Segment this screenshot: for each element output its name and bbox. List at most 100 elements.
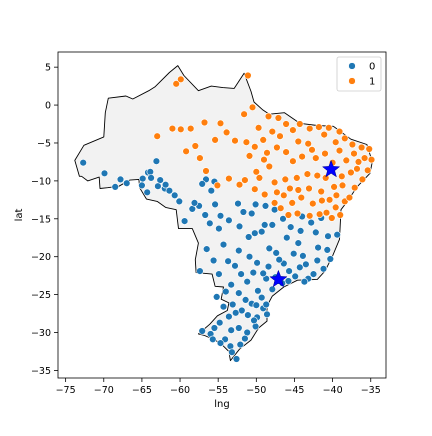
data-point-cluster-1: [342, 156, 350, 165]
data-point-cluster-0: [270, 206, 279, 214]
data-point-cluster-0: [241, 334, 249, 343]
data-point-cluster-1: [294, 186, 302, 194]
data-point-cluster-0: [234, 199, 242, 208]
data-point-cluster-1: [345, 193, 354, 202]
data-point-cluster-1: [202, 167, 210, 175]
data-point-cluster-0: [235, 246, 243, 255]
data-point-cluster-1: [354, 158, 363, 166]
data-point-cluster-1: [248, 103, 257, 112]
data-point-cluster-0: [225, 312, 233, 321]
data-point-cluster-0: [198, 327, 206, 335]
data-point-cluster-0: [210, 324, 219, 332]
legend-marker-1: [348, 77, 356, 85]
data-point-cluster-0: [216, 212, 225, 220]
data-point-cluster-1: [305, 184, 313, 193]
data-point-cluster-1: [231, 137, 239, 145]
data-point-cluster-0: [222, 287, 230, 296]
data-point-cluster-1: [289, 126, 297, 134]
data-point-cluster-0: [319, 265, 328, 273]
data-point-cluster-1: [351, 184, 359, 192]
data-point-cluster-0: [201, 211, 209, 219]
data-point-cluster-0: [249, 268, 258, 277]
data-point-cluster-0: [251, 322, 260, 331]
data-point-cluster-1: [213, 181, 222, 190]
data-point-cluster-1: [276, 132, 284, 140]
data-point-cluster-0: [196, 267, 204, 275]
data-point-cluster-0: [238, 306, 246, 315]
data-point-cluster-1: [306, 124, 314, 133]
y-tick-label: −35: [31, 366, 51, 377]
data-point-cluster-0: [326, 255, 334, 263]
data-point-cluster-0: [244, 311, 252, 319]
data-point-cluster-0: [139, 174, 147, 183]
data-point-cluster-0: [264, 262, 273, 271]
data-point-cluster-0: [215, 224, 223, 233]
data-point-cluster-1: [235, 181, 244, 189]
data-point-cluster-1: [281, 175, 289, 184]
data-point-cluster-1: [254, 124, 263, 132]
data-point-cluster-1: [225, 174, 233, 183]
plot-frame: [57, 51, 387, 379]
data-point-cluster-0: [143, 188, 151, 197]
data-point-cluster-1: [332, 138, 340, 146]
data-point-cluster-1: [284, 211, 293, 219]
data-point-cluster-0: [333, 231, 341, 239]
data-point-cluster-1: [191, 142, 200, 150]
x-tick-label: −50: [246, 385, 266, 396]
data-point-cluster-0: [290, 250, 298, 258]
data-point-cluster-1: [322, 174, 330, 182]
data-point-cluster-0: [250, 316, 258, 325]
data-point-cluster-0: [272, 249, 280, 257]
data-point-cluster-0: [268, 285, 276, 293]
data-point-cluster-1: [350, 149, 358, 158]
data-point-cluster-1: [298, 152, 306, 161]
data-point-cluster-0: [259, 269, 267, 278]
data-point-cluster-1: [321, 149, 329, 158]
data-point-cluster-0: [225, 216, 233, 225]
data-point-cluster-1: [308, 146, 316, 154]
data-point-cluster-1: [353, 165, 361, 173]
data-point-cluster-1: [303, 170, 312, 178]
data-point-cluster-1: [325, 124, 333, 132]
data-point-cluster-1: [177, 125, 185, 134]
x-axis-label: lng: [214, 399, 229, 410]
data-point-cluster-0: [299, 252, 307, 260]
data-point-cluster-1: [293, 174, 301, 182]
x-tick-label: −60: [170, 385, 190, 396]
data-point-cluster-0: [190, 199, 199, 207]
data-point-cluster-0: [312, 228, 320, 237]
data-point-cluster-1: [153, 132, 161, 140]
data-point-cluster-0: [235, 289, 243, 297]
x-tick-label: −40: [323, 385, 343, 396]
data-point-cluster-1: [260, 156, 268, 164]
data-point-cluster-1: [168, 124, 177, 133]
x-axis: −75 −70 −65 −60 −55 −50 −45 −40 −35: [56, 378, 381, 396]
data-point-cluster-0: [216, 319, 224, 327]
data-point-cluster-1: [222, 128, 231, 137]
data-point-cluster-1: [241, 176, 249, 184]
legend: 0 1: [336, 56, 382, 92]
data-point-cluster-0: [296, 263, 304, 271]
legend-box: [336, 56, 382, 92]
x-tick-label: −75: [56, 385, 76, 396]
data-point-cluster-1: [325, 196, 334, 204]
data-point-cluster-0: [279, 215, 287, 223]
data-point-cluster-1: [177, 75, 185, 84]
data-point-cluster-0: [211, 200, 219, 209]
data-point-cluster-0: [161, 181, 170, 189]
data-point-cluster-0: [283, 234, 291, 242]
data-point-cluster-1: [360, 154, 369, 162]
data-point-cluster-0: [232, 309, 240, 317]
data-point-cluster-0: [235, 222, 244, 231]
y-tick-label: 0: [45, 101, 51, 112]
y-tick-label: −10: [31, 176, 51, 187]
data-point-cluster-0: [324, 232, 332, 240]
data-point-cluster-0: [229, 300, 237, 309]
data-point-cluster-1: [282, 120, 290, 128]
data-point-cluster-0: [147, 174, 155, 182]
data-point-cluster-0: [258, 293, 266, 302]
data-point-cluster-1: [297, 193, 305, 202]
data-point-cluster-1: [293, 209, 302, 218]
data-point-cluster-0: [203, 245, 211, 253]
